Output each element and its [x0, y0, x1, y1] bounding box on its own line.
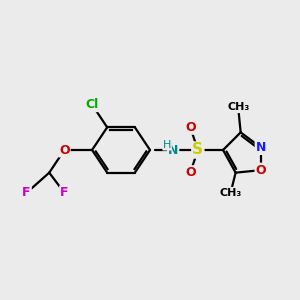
Text: CH₃: CH₃ [227, 102, 249, 112]
Text: O: O [185, 166, 196, 179]
Text: O: O [185, 121, 196, 134]
Text: F: F [60, 186, 69, 199]
Text: F: F [22, 186, 31, 199]
Text: N: N [168, 143, 178, 157]
Text: CH₃: CH₃ [220, 188, 242, 198]
Text: H: H [163, 140, 171, 150]
Text: O: O [59, 143, 70, 157]
Text: S: S [192, 142, 203, 158]
Text: Cl: Cl [85, 98, 99, 111]
Text: N: N [256, 141, 266, 154]
Text: O: O [256, 164, 266, 177]
